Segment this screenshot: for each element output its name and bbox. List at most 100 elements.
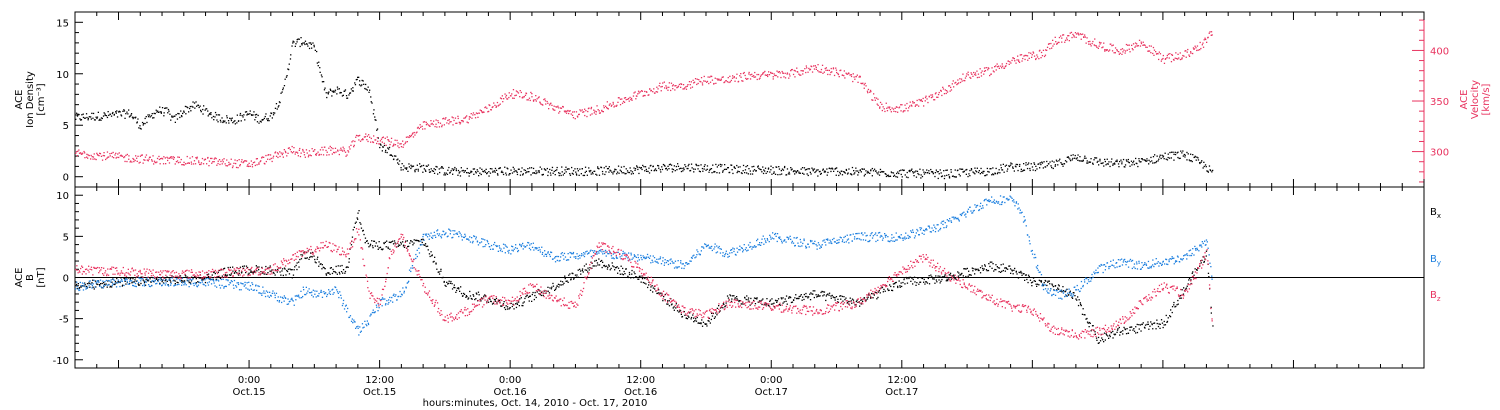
data-point <box>482 171 485 173</box>
data-point <box>481 238 483 240</box>
data-point <box>452 236 454 239</box>
data-point <box>258 162 260 164</box>
data-point <box>512 246 514 248</box>
data-point <box>754 303 757 305</box>
data-point <box>547 251 549 253</box>
data-point <box>795 172 797 174</box>
data-point <box>601 259 603 262</box>
data-point <box>279 101 281 104</box>
data-point <box>101 117 103 120</box>
data-point <box>485 168 487 170</box>
data-point <box>1088 321 1091 324</box>
data-point <box>935 169 937 171</box>
data-point <box>199 105 201 107</box>
data-point <box>213 282 215 284</box>
data-point <box>528 171 530 173</box>
data-point <box>459 123 461 125</box>
data-point <box>279 155 281 158</box>
data-point <box>144 117 146 120</box>
data-point <box>461 170 463 172</box>
data-point <box>1084 36 1086 38</box>
data-point <box>1043 161 1045 163</box>
data-point <box>544 98 546 100</box>
data-point <box>808 168 811 170</box>
data-point <box>528 295 531 297</box>
data-point <box>1018 165 1021 167</box>
data-point <box>463 171 465 173</box>
data-point <box>948 274 950 276</box>
data-point <box>316 258 318 260</box>
data-point <box>108 284 110 286</box>
data-point <box>562 174 564 176</box>
data-point <box>904 104 906 106</box>
data-point <box>353 319 355 321</box>
data-point <box>540 294 543 297</box>
data-point <box>372 113 375 115</box>
data-point <box>397 142 399 144</box>
data-point <box>1069 158 1071 160</box>
data-point <box>274 152 276 154</box>
data-point <box>686 318 689 320</box>
data-point <box>838 76 840 78</box>
data-point <box>897 111 899 113</box>
data-point <box>234 271 237 273</box>
data-point <box>426 123 428 125</box>
data-point <box>453 168 455 170</box>
data-point <box>623 172 625 174</box>
data-point <box>1080 304 1082 307</box>
data-point <box>220 278 222 281</box>
data-point <box>1015 62 1017 64</box>
data-point <box>1008 265 1010 267</box>
data-point <box>271 160 273 163</box>
data-point <box>769 171 771 173</box>
data-point <box>425 234 427 236</box>
data-point <box>80 285 83 287</box>
data-point <box>279 296 282 298</box>
data-point <box>492 302 494 304</box>
data-point <box>317 151 319 153</box>
data-point <box>946 174 948 176</box>
left-axis-tick-label: -10 <box>53 356 69 367</box>
data-point <box>701 325 704 327</box>
data-point <box>897 286 899 289</box>
data-point <box>855 170 857 172</box>
data-point <box>1138 39 1141 41</box>
data-point <box>488 171 490 173</box>
data-point <box>415 253 417 256</box>
data-point <box>604 249 607 252</box>
data-point <box>146 280 148 282</box>
data-point <box>388 301 390 304</box>
data-point <box>256 289 258 292</box>
data-point <box>944 275 946 277</box>
data-point <box>400 146 403 148</box>
data-point <box>264 295 267 298</box>
data-point <box>329 293 332 295</box>
data-point <box>649 88 651 90</box>
data-point <box>259 120 261 122</box>
data-point <box>336 291 339 293</box>
data-point <box>152 276 154 279</box>
data-point <box>248 281 250 283</box>
data-point <box>727 167 729 169</box>
data-point <box>466 115 468 117</box>
data-point <box>226 274 228 276</box>
data-point <box>758 78 760 80</box>
right-axis-tick-label: 400 <box>1430 46 1449 57</box>
data-point <box>286 75 288 77</box>
data-point <box>254 271 256 273</box>
data-point <box>87 286 89 288</box>
data-point <box>746 78 748 80</box>
data-point <box>352 140 354 142</box>
data-point <box>88 282 91 284</box>
data-point <box>584 171 586 174</box>
data-point <box>463 117 465 119</box>
data-point <box>764 302 766 304</box>
data-point <box>270 270 272 272</box>
data-point <box>500 171 503 173</box>
data-point <box>1056 43 1058 45</box>
data-point <box>974 167 976 169</box>
data-point <box>75 112 78 114</box>
data-point <box>117 282 119 284</box>
data-point <box>267 272 269 274</box>
